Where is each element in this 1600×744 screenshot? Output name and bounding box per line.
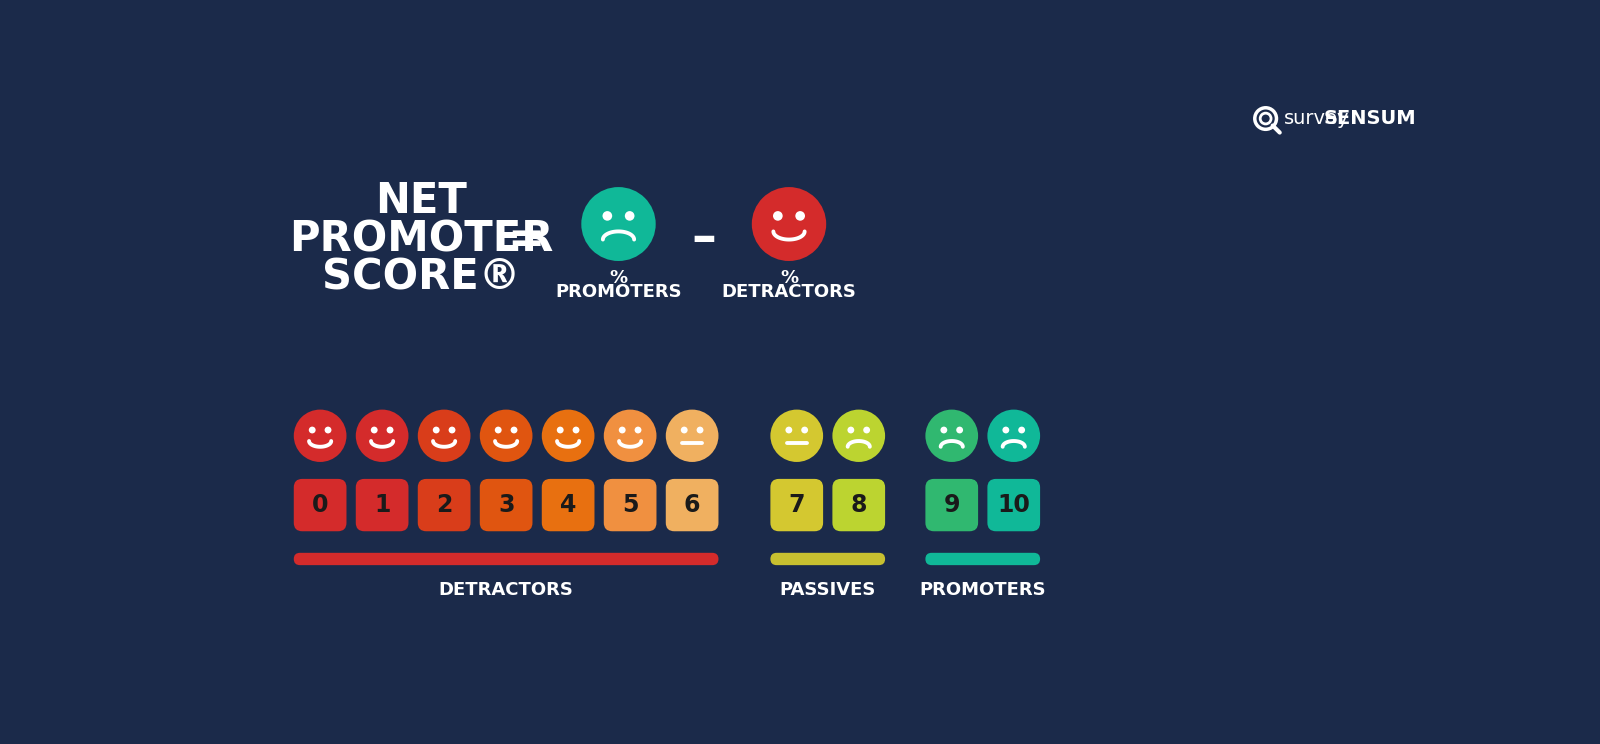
Text: 8: 8 — [851, 493, 867, 517]
FancyBboxPatch shape — [832, 479, 885, 531]
FancyBboxPatch shape — [925, 479, 978, 531]
Text: PROMOTERS: PROMOTERS — [920, 581, 1046, 599]
Circle shape — [786, 426, 792, 434]
Text: 3: 3 — [498, 493, 514, 517]
FancyBboxPatch shape — [418, 479, 470, 531]
FancyBboxPatch shape — [925, 553, 1040, 565]
Circle shape — [795, 211, 805, 221]
Text: 9: 9 — [944, 493, 960, 517]
Circle shape — [325, 426, 331, 434]
FancyBboxPatch shape — [603, 479, 656, 531]
Circle shape — [635, 426, 642, 434]
FancyBboxPatch shape — [294, 479, 347, 531]
Circle shape — [941, 426, 947, 434]
Circle shape — [771, 410, 822, 462]
Circle shape — [925, 410, 978, 462]
Text: SCORE®: SCORE® — [322, 257, 520, 299]
Circle shape — [418, 410, 470, 462]
Text: %: % — [779, 269, 798, 287]
Text: NET: NET — [374, 180, 467, 222]
Circle shape — [752, 187, 826, 261]
Text: %: % — [610, 269, 627, 287]
Circle shape — [680, 426, 688, 434]
Circle shape — [448, 426, 456, 434]
Text: 7: 7 — [789, 493, 805, 517]
Circle shape — [432, 426, 440, 434]
Circle shape — [294, 410, 347, 462]
Text: survey: survey — [1283, 109, 1349, 128]
Circle shape — [371, 426, 378, 434]
FancyBboxPatch shape — [294, 553, 718, 565]
Circle shape — [848, 426, 854, 434]
Text: 2: 2 — [435, 493, 453, 517]
Text: 1: 1 — [374, 493, 390, 517]
Text: DETRACTORS: DETRACTORS — [438, 581, 573, 599]
Text: SENSUM: SENSUM — [1323, 109, 1416, 128]
Circle shape — [573, 426, 579, 434]
FancyBboxPatch shape — [542, 479, 595, 531]
FancyBboxPatch shape — [480, 479, 533, 531]
Text: PASSIVES: PASSIVES — [779, 581, 875, 599]
Circle shape — [581, 187, 656, 261]
Text: 0: 0 — [312, 493, 328, 517]
Circle shape — [802, 426, 808, 434]
Text: 6: 6 — [683, 493, 701, 517]
Circle shape — [957, 426, 963, 434]
Circle shape — [1003, 426, 1010, 434]
Circle shape — [355, 410, 408, 462]
Circle shape — [696, 426, 704, 434]
FancyBboxPatch shape — [355, 479, 408, 531]
Text: –: – — [691, 216, 717, 263]
Circle shape — [542, 410, 595, 462]
Circle shape — [832, 410, 885, 462]
Text: 4: 4 — [560, 493, 576, 517]
Circle shape — [387, 426, 394, 434]
Circle shape — [480, 410, 533, 462]
FancyBboxPatch shape — [771, 479, 822, 531]
FancyBboxPatch shape — [987, 479, 1040, 531]
Text: 10: 10 — [997, 493, 1030, 517]
Circle shape — [603, 211, 613, 221]
FancyBboxPatch shape — [666, 479, 718, 531]
FancyBboxPatch shape — [771, 553, 885, 565]
Text: DETRACTORS: DETRACTORS — [722, 283, 856, 301]
Circle shape — [864, 426, 870, 434]
Text: PROMOTER: PROMOTER — [288, 219, 554, 260]
Circle shape — [666, 410, 718, 462]
Circle shape — [773, 211, 782, 221]
Text: =: = — [507, 218, 544, 261]
Circle shape — [626, 211, 635, 221]
Circle shape — [987, 410, 1040, 462]
Circle shape — [557, 426, 563, 434]
Circle shape — [510, 426, 517, 434]
Circle shape — [603, 410, 656, 462]
Circle shape — [619, 426, 626, 434]
Circle shape — [309, 426, 315, 434]
Circle shape — [494, 426, 502, 434]
Circle shape — [1018, 426, 1026, 434]
Text: PROMOTERS: PROMOTERS — [555, 283, 682, 301]
Text: 5: 5 — [622, 493, 638, 517]
